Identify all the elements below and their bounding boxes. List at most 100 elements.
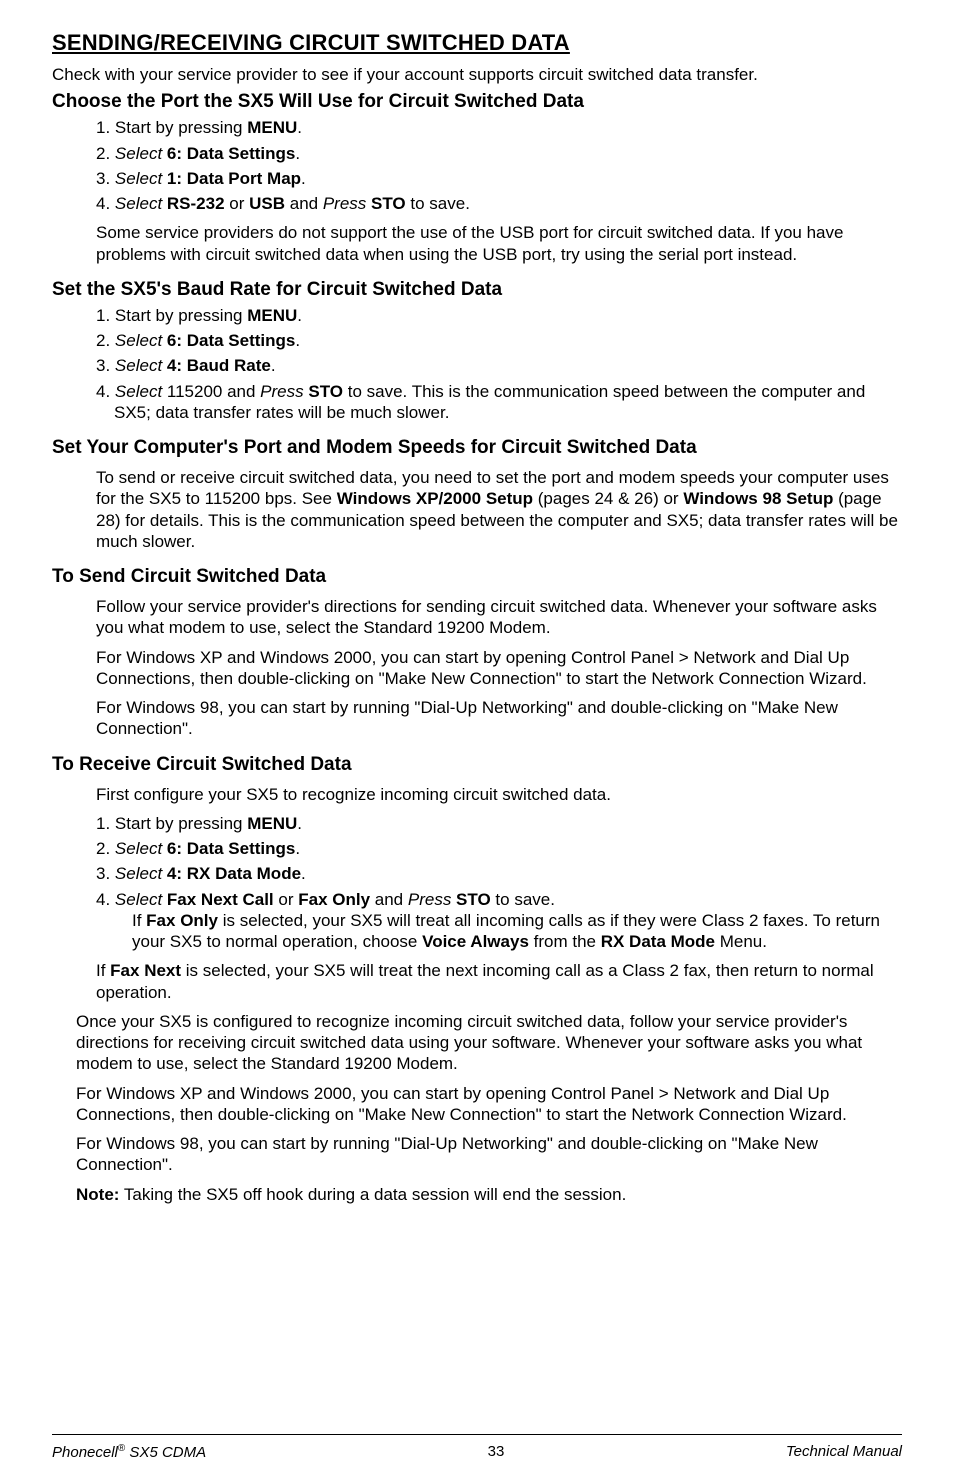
- step-number: 4.: [96, 194, 110, 213]
- keyword: MENU: [247, 306, 297, 325]
- text: and: [285, 194, 323, 213]
- text: .: [295, 331, 300, 350]
- section-heading-choose-port: Choose the Port the SX5 Will Use for Cir…: [52, 91, 902, 113]
- page: SENDING/RECEIVING CIRCUIT SWITCHED DATA …: [0, 0, 954, 1475]
- text: Start by pressing: [115, 118, 247, 137]
- step-number: 1.: [96, 814, 110, 833]
- keyword: STO: [451, 890, 490, 909]
- list-item: 4. Select 115200 and Press STO to save. …: [96, 381, 902, 424]
- action: Select: [115, 331, 162, 350]
- list-item: 4. Select Fax Next Call or Fax Only and …: [96, 889, 902, 953]
- action: Select: [115, 839, 162, 858]
- list-item: 3. Select 4: Baud Rate.: [96, 355, 902, 376]
- step-number: 4.: [96, 382, 110, 401]
- step-number: 2.: [96, 331, 110, 350]
- keyword: Windows 98 Setup: [683, 489, 833, 508]
- keyword: USB: [249, 194, 285, 213]
- step-number: 1.: [96, 306, 110, 325]
- paragraph: For Windows XP and Windows 2000, you can…: [76, 1083, 902, 1126]
- action: Press: [260, 382, 303, 401]
- step-number: 3.: [96, 356, 110, 375]
- page-title: SENDING/RECEIVING CIRCUIT SWITCHED DATA: [52, 30, 902, 56]
- footer-right: Technical Manual: [786, 1443, 902, 1461]
- keyword: 6: Data Settings: [162, 144, 295, 163]
- step-number: 3.: [96, 864, 110, 883]
- text: .: [295, 839, 300, 858]
- action: Select: [115, 194, 162, 213]
- list-item: 3. Select 4: RX Data Mode.: [96, 863, 902, 884]
- note-text: Note: Taking the SX5 off hook during a d…: [76, 1184, 902, 1205]
- product-name: Phonecell: [52, 1444, 118, 1461]
- text: .: [295, 144, 300, 163]
- keyword: MENU: [247, 814, 297, 833]
- steps-baud-rate: 1. Start by pressing MENU. 2. Select 6: …: [96, 305, 902, 423]
- note-label: Note:: [76, 1185, 119, 1204]
- list-item: 1. Start by pressing MENU.: [96, 813, 902, 834]
- text: .: [301, 169, 306, 188]
- text: .: [271, 356, 276, 375]
- text: .: [297, 814, 302, 833]
- section-heading-send-data: To Send Circuit Switched Data: [52, 566, 902, 588]
- action: Select: [115, 356, 162, 375]
- list-item: 2. Select 6: Data Settings.: [96, 143, 902, 164]
- keyword: 6: Data Settings: [162, 839, 295, 858]
- text: is selected, your SX5 will treat the nex…: [96, 961, 874, 1001]
- step-number: 4.: [96, 890, 110, 909]
- keyword: STO: [304, 382, 343, 401]
- footer-left: Phonecell® SX5 CDMA: [52, 1443, 206, 1461]
- keyword: 6: Data Settings: [162, 331, 295, 350]
- keyword: Voice Always: [422, 932, 529, 951]
- text: If: [132, 911, 146, 930]
- keyword: Fax Only: [298, 890, 370, 909]
- text: to save.: [491, 890, 555, 909]
- action: Select: [115, 382, 162, 401]
- list-item: 1. Start by pressing MENU.: [96, 117, 902, 138]
- text: or: [225, 194, 250, 213]
- text: .: [301, 864, 306, 883]
- keyword: Fax Next Call: [162, 890, 274, 909]
- list-item: 4. Select RS-232 or USB and Press STO to…: [96, 193, 902, 214]
- action: Press: [408, 890, 451, 909]
- step-number: 2.: [96, 839, 110, 858]
- text: Start by pressing: [115, 306, 247, 325]
- keyword: 4: Baud Rate: [162, 356, 271, 375]
- step-number: 3.: [96, 169, 110, 188]
- keyword: Windows XP/2000 Setup: [337, 489, 533, 508]
- page-number: 33: [488, 1443, 505, 1461]
- keyword: MENU: [247, 118, 297, 137]
- text: (pages 24 & 26) or: [533, 489, 683, 508]
- text: from the: [529, 932, 601, 951]
- list-item: 2. Select 6: Data Settings.: [96, 330, 902, 351]
- text: and: [370, 890, 408, 909]
- section-heading-computer-port: Set Your Computer's Port and Modem Speed…: [52, 437, 902, 459]
- text: Taking the SX5 off hook during a data se…: [119, 1185, 626, 1204]
- note-text: Some service providers do not support th…: [96, 222, 902, 265]
- keyword: RS-232: [162, 194, 224, 213]
- paragraph: First configure your SX5 to recognize in…: [96, 784, 902, 805]
- keyword: 1: Data Port Map: [162, 169, 301, 188]
- list-item: 1. Start by pressing MENU.: [96, 305, 902, 326]
- text: 115200 and: [162, 382, 260, 401]
- action: Press: [323, 194, 366, 213]
- paragraph: Follow your service provider's direction…: [96, 596, 902, 639]
- text: .: [297, 118, 302, 137]
- action: Select: [115, 890, 162, 909]
- paragraph: For Windows XP and Windows 2000, you can…: [96, 647, 902, 690]
- sub-note: If Fax Only is selected, your SX5 will t…: [132, 910, 902, 953]
- paragraph: Once your SX5 is configured to recognize…: [76, 1011, 902, 1075]
- step-number: 1.: [96, 118, 110, 137]
- steps-choose-port: 1. Start by pressing MENU. 2. Select 6: …: [96, 117, 902, 214]
- keyword: Fax Next: [110, 961, 181, 980]
- steps-receive-data: 1. Start by pressing MENU. 2. Select 6: …: [96, 813, 902, 953]
- intro-text: Check with your service provider to see …: [52, 64, 902, 85]
- text: Menu.: [715, 932, 767, 951]
- text: Start by pressing: [115, 814, 247, 833]
- keyword: RX Data Mode: [601, 932, 715, 951]
- action: Select: [115, 144, 162, 163]
- model-name: SX5 CDMA: [125, 1444, 206, 1461]
- text: .: [297, 306, 302, 325]
- sub-note: If Fax Next is selected, your SX5 will t…: [96, 960, 902, 1003]
- paragraph: To send or receive circuit switched data…: [96, 467, 902, 552]
- text: to save.: [406, 194, 470, 213]
- step-number: 2.: [96, 144, 110, 163]
